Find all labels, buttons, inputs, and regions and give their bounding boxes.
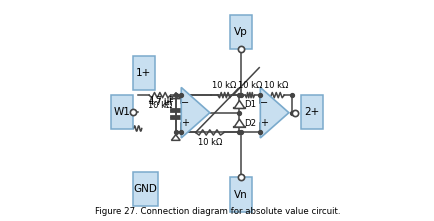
Text: Vp: Vp	[233, 27, 247, 37]
Text: −: −	[260, 98, 267, 108]
FancyBboxPatch shape	[133, 172, 158, 206]
Text: 10 kΩ: 10 kΩ	[263, 81, 288, 90]
Polygon shape	[260, 88, 288, 138]
Text: −: −	[181, 98, 189, 108]
Polygon shape	[171, 93, 180, 99]
Text: D1: D1	[244, 100, 256, 109]
Polygon shape	[233, 101, 244, 109]
Text: 10 kΩ: 10 kΩ	[212, 81, 236, 90]
Text: W1: W1	[113, 107, 130, 117]
Text: Vn: Vn	[233, 189, 247, 200]
Text: 10 kΩ: 10 kΩ	[197, 138, 221, 147]
Text: 4.7 μF: 4.7 μF	[149, 98, 174, 107]
FancyBboxPatch shape	[229, 15, 251, 49]
Text: GND: GND	[133, 184, 157, 194]
FancyBboxPatch shape	[111, 95, 133, 129]
Text: Figure 27. Connection diagram for absolute value circuit.: Figure 27. Connection diagram for absolu…	[95, 207, 339, 216]
Text: +: +	[260, 118, 267, 128]
Text: 10 kΩ: 10 kΩ	[237, 81, 261, 90]
Text: 2+: 2+	[304, 107, 319, 117]
Text: D2: D2	[244, 119, 256, 128]
FancyBboxPatch shape	[229, 177, 251, 211]
Polygon shape	[171, 135, 180, 140]
Text: 4.7 μF: 4.7 μF	[149, 96, 174, 105]
FancyBboxPatch shape	[300, 95, 322, 129]
Text: +: +	[181, 118, 188, 128]
Text: 10 kΩ: 10 kΩ	[147, 101, 171, 110]
Polygon shape	[233, 119, 244, 127]
Text: 1+: 1+	[136, 68, 151, 78]
Polygon shape	[181, 88, 209, 138]
FancyBboxPatch shape	[133, 56, 155, 90]
